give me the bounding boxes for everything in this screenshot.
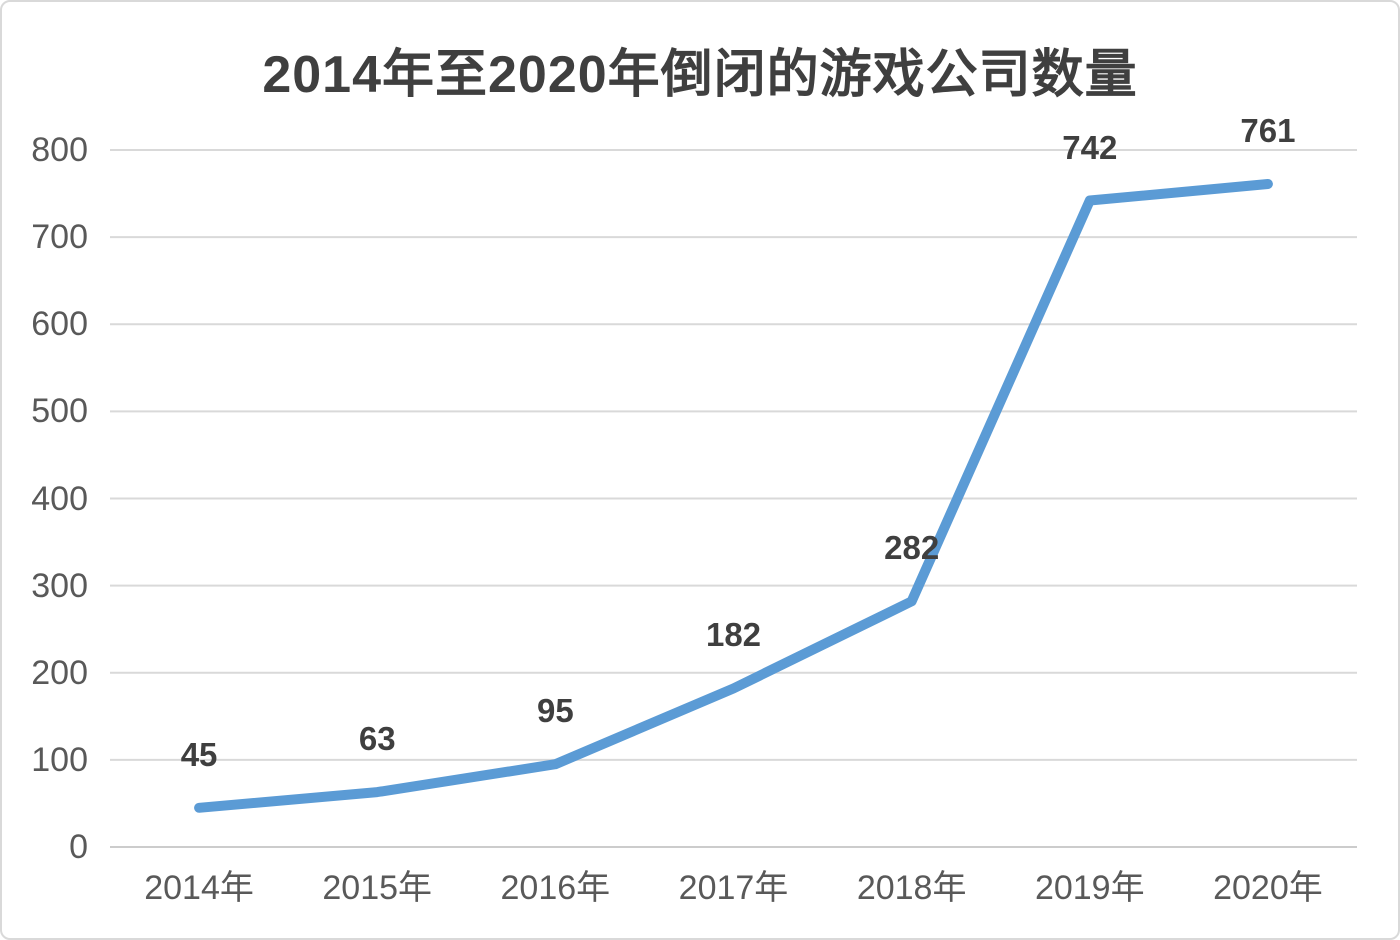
y-tick-label: 800 — [31, 131, 88, 169]
x-tick-label: 2019年 — [1034, 869, 1145, 907]
x-tick-label: 2020年 — [1213, 869, 1323, 907]
data-label: 95 — [536, 692, 574, 730]
y-tick-label: 200 — [31, 653, 88, 692]
y-tick-label: 0 — [69, 828, 88, 866]
x-tick-label: 2017年 — [678, 869, 789, 907]
chart-title: 2014年至2020年倒闭的游戏公司数量 — [262, 46, 1138, 104]
y-tick-label: 500 — [31, 392, 88, 431]
y-tick-label: 700 — [31, 218, 88, 257]
data-label: 761 — [1240, 111, 1296, 149]
x-tick-label: 2015年 — [322, 869, 433, 907]
y-tick-label: 100 — [31, 740, 88, 779]
series-line — [194, 178, 1273, 813]
data-label: 282 — [884, 529, 940, 567]
data-label: 63 — [358, 720, 396, 758]
x-tick-label: 2016年 — [500, 869, 611, 907]
x-tick-label: 2018年 — [856, 869, 967, 907]
y-tick-label: 600 — [31, 305, 88, 344]
data-label: 182 — [705, 616, 762, 654]
x-tick-label: 2014年 — [144, 869, 254, 907]
y-tick-label: 300 — [31, 566, 88, 605]
data-label: 45 — [180, 735, 218, 773]
y-tick-label: 400 — [31, 479, 88, 518]
data-label: 742 — [1062, 128, 1118, 166]
